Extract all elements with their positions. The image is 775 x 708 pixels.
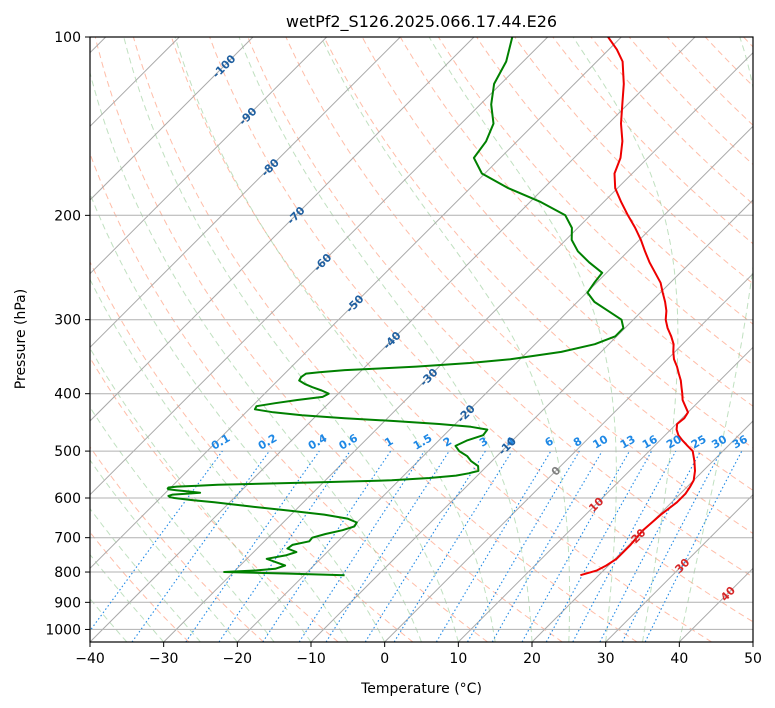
mixing-ratio-line	[545, 450, 653, 642]
isotherm-line	[457, 346, 753, 642]
y-tick-label: 100	[54, 30, 81, 46]
mixing-ratio-line	[435, 450, 552, 642]
y-tick-label: 300	[54, 313, 81, 329]
dry-adiabat	[514, 37, 753, 285]
moist-adiabat	[90, 192, 386, 642]
mixing-ratio-line	[467, 450, 580, 642]
y-axis-label: Pressure (hPa)	[13, 289, 29, 389]
x-tick-label: 10	[449, 651, 467, 667]
x-tick-label: 30	[597, 651, 615, 667]
moist-adiabat	[90, 598, 128, 642]
y-tick-label: 900	[54, 595, 81, 611]
chart-axes: −40 −30 −20 −10 0 10 20 30 40 50 100 200 300 400 500 60…	[45, 30, 762, 667]
mixing-ratio-line	[521, 450, 630, 642]
dry-adiabat	[476, 37, 753, 325]
moist-adiabat	[90, 70, 422, 642]
mixing-ratio-line	[185, 450, 320, 642]
x-tick-label: 20	[523, 651, 541, 667]
dewpoint-profile-line	[166, 37, 625, 577]
moist-adiabat	[90, 507, 201, 642]
mixing-ratio-line	[131, 450, 270, 642]
isotherm-line	[90, 37, 401, 349]
moist-adiabat	[320, 37, 571, 642]
isotherm-line	[90, 37, 549, 496]
y-tick-label: 500	[54, 444, 81, 460]
isotherm-line	[310, 199, 753, 642]
moist-adiabat	[174, 37, 496, 642]
mixing-ratio-line	[572, 450, 677, 642]
x-axis-label: Temperature (°C)	[360, 681, 482, 697]
dry-adiabat	[209, 37, 753, 623]
moist-adiabat	[90, 278, 349, 642]
y-tick-label: 700	[54, 531, 81, 547]
moist-adiabat	[572, 37, 679, 642]
y-tick-label: 600	[54, 491, 81, 507]
x-tick-label: 50	[744, 651, 762, 667]
y-tick-label: 400	[54, 387, 81, 403]
mixing-ratio-line	[393, 450, 513, 642]
dry-adiabat	[132, 37, 638, 642]
moist-adiabat	[90, 459, 238, 642]
moist-adiabat	[90, 553, 165, 642]
dry-adiabat	[90, 260, 414, 642]
mixing-ratio-line	[90, 450, 223, 632]
x-tick-label: −40	[75, 651, 105, 667]
moist-adiabat	[238, 37, 533, 642]
dry-adiabat	[399, 37, 753, 407]
plot-frame	[89, 36, 754, 643]
moist-adiabat	[678, 37, 753, 642]
x-tick-label: −10	[296, 651, 326, 667]
y-tick-label: 1000	[45, 622, 81, 638]
mixing-ratio-line	[325, 450, 450, 642]
temperature-profile-line	[580, 37, 696, 577]
isotherm-line	[90, 37, 696, 642]
isotherm-line	[163, 51, 753, 642]
isotherm-line	[90, 37, 254, 201]
dry-adiabat	[247, 37, 753, 578]
dry-adiabat	[628, 37, 753, 166]
dry-adiabat	[323, 37, 753, 491]
mixing-ratio-line	[491, 450, 603, 642]
dry-adiabat	[90, 446, 264, 642]
x-tick-label: −20	[223, 651, 253, 667]
x-tick-label: −30	[149, 651, 179, 667]
moist-adiabat	[123, 37, 459, 642]
mixing-ratio-line	[364, 450, 486, 642]
isotherm-line	[236, 125, 753, 642]
y-tick-label: 800	[54, 565, 81, 581]
x-tick-label: 40	[670, 651, 688, 667]
isotherm-line	[384, 272, 753, 642]
chart-title: wetPf2_S126.2025.066.17.44.E26	[286, 12, 557, 32]
isotherm-line	[90, 37, 622, 570]
dry-adiabat	[94, 37, 563, 642]
moist-adiabat	[90, 406, 275, 642]
chart-series	[166, 37, 696, 577]
y-tick-label: 200	[54, 208, 81, 224]
moist-adiabat	[428, 37, 617, 642]
x-tick-label: 0	[380, 651, 389, 667]
isotherm-line	[90, 37, 475, 422]
isotherm-line	[605, 493, 753, 642]
isotherm-line	[90, 37, 328, 275]
